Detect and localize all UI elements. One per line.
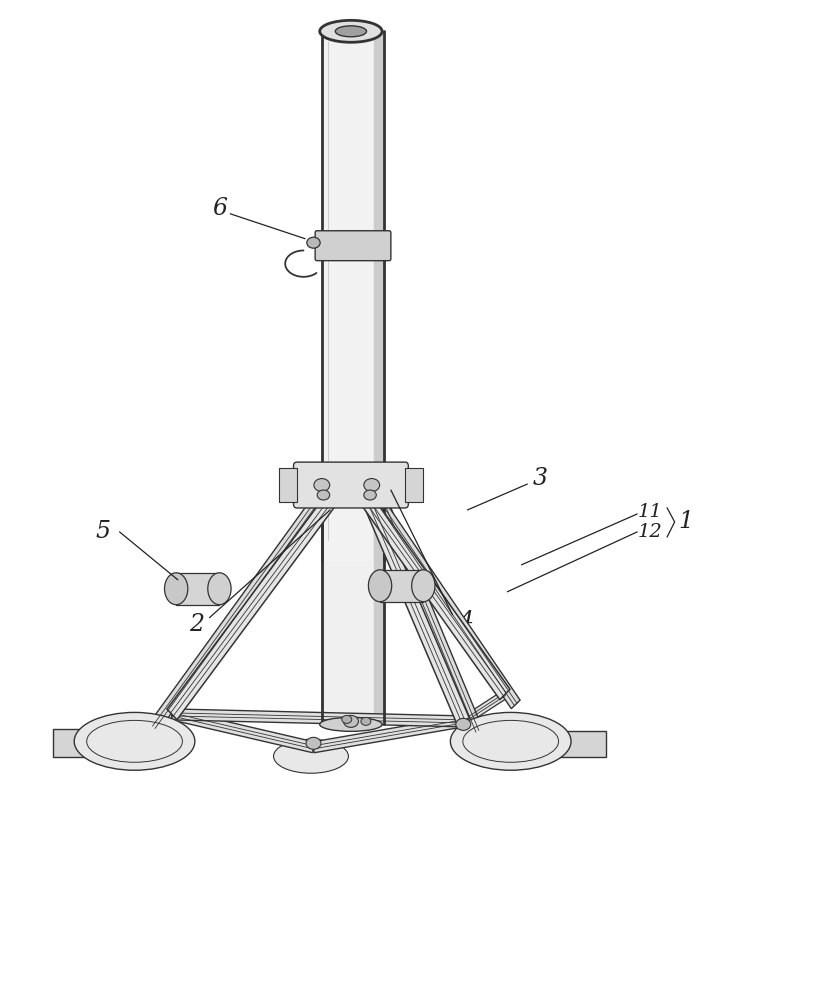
Ellipse shape [343,715,358,727]
Ellipse shape [320,717,382,731]
Ellipse shape [306,237,320,248]
Ellipse shape [208,573,231,605]
Text: 3: 3 [534,467,548,490]
Polygon shape [373,497,520,709]
Polygon shape [462,691,507,725]
Ellipse shape [274,739,348,773]
Ellipse shape [317,490,330,500]
Polygon shape [361,494,510,700]
Ellipse shape [314,479,330,492]
Text: 2: 2 [190,613,205,636]
Polygon shape [377,500,483,734]
Ellipse shape [320,20,382,42]
Ellipse shape [164,573,188,605]
Polygon shape [363,497,469,725]
Bar [279,468,296,502]
Bar [405,468,423,502]
Text: 5: 5 [95,520,110,543]
Polygon shape [313,716,464,753]
Text: 4: 4 [458,610,473,633]
Ellipse shape [456,718,471,730]
Ellipse shape [368,570,392,602]
Text: 12: 12 [637,523,662,541]
Bar [380,570,423,602]
Ellipse shape [342,715,352,723]
Ellipse shape [412,570,435,602]
Polygon shape [167,496,335,720]
Ellipse shape [361,717,371,725]
Bar [557,731,605,757]
FancyBboxPatch shape [293,462,408,508]
Ellipse shape [364,479,380,492]
Polygon shape [172,709,463,727]
Text: 11: 11 [637,503,662,521]
Text: 1: 1 [679,510,694,533]
Text: 6: 6 [212,197,227,220]
FancyBboxPatch shape [315,231,391,261]
Bar [53,729,104,757]
Bar [176,573,220,605]
Ellipse shape [364,490,377,500]
Ellipse shape [336,26,367,37]
Ellipse shape [306,737,321,749]
Ellipse shape [74,712,195,770]
Polygon shape [171,709,314,753]
Polygon shape [149,499,321,732]
Ellipse shape [450,712,571,770]
